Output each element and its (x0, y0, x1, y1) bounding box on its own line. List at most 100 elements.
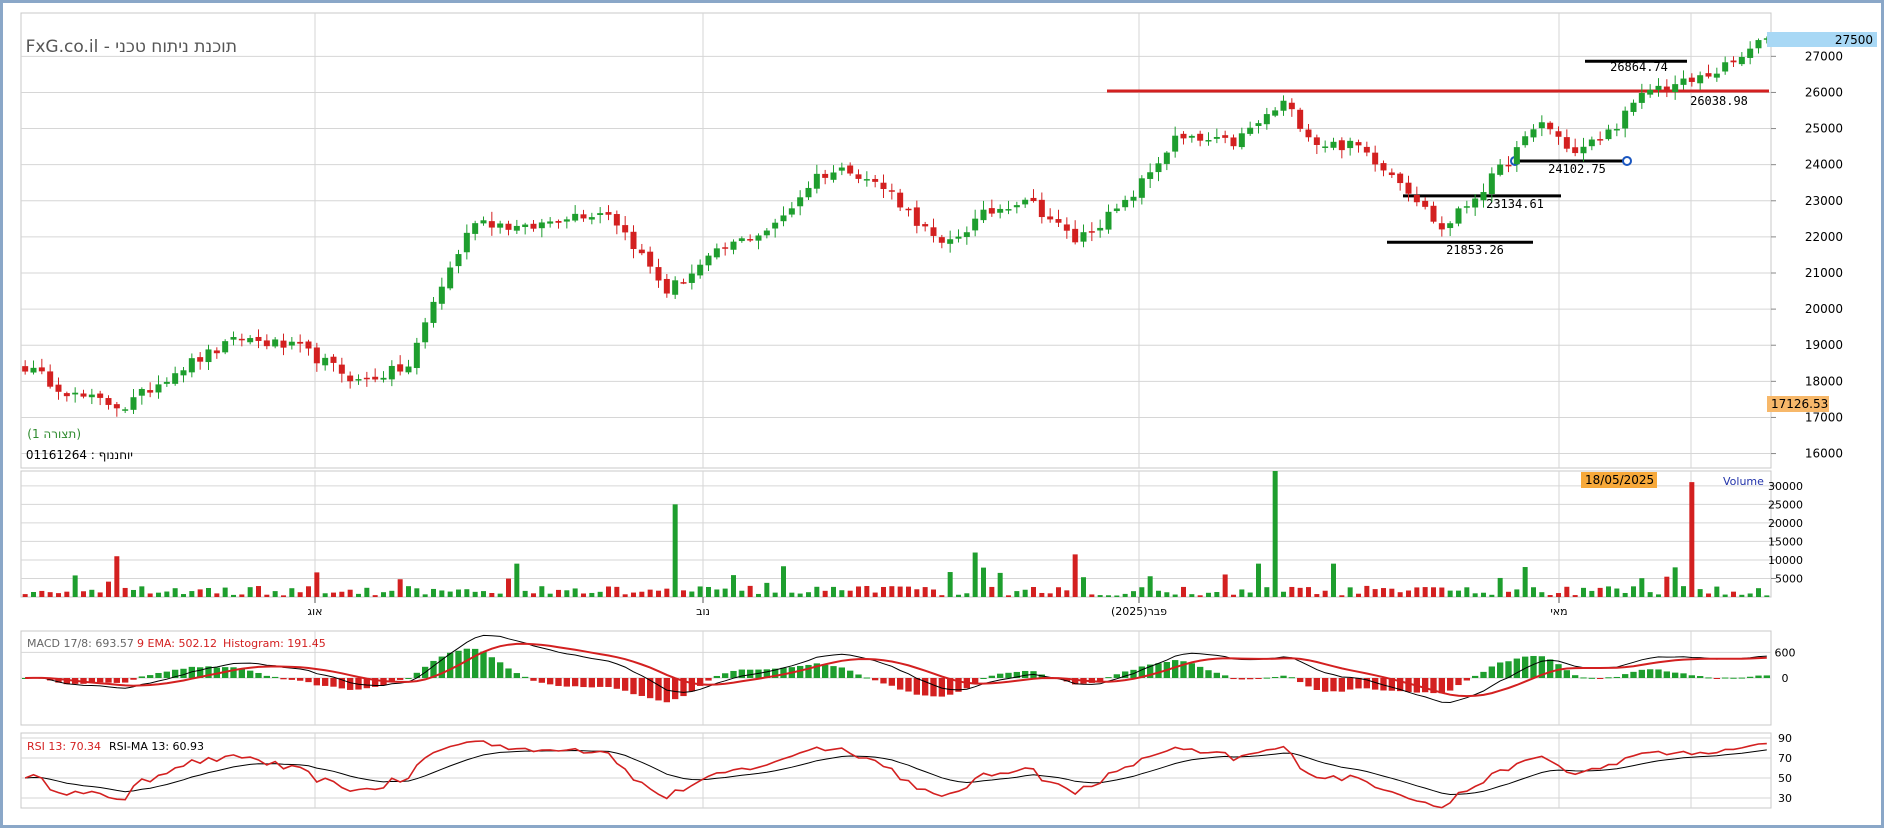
macd-histogram-bar (797, 665, 804, 678)
macd-histogram-bar (613, 678, 620, 689)
rsi-ma-line (25, 749, 1767, 796)
volume-bar (606, 586, 611, 597)
candle-body (413, 342, 420, 369)
volume-bar (81, 591, 86, 597)
candle-body (222, 341, 229, 353)
macd-histogram-bar (122, 678, 129, 683)
macd-histogram-bar (813, 663, 820, 678)
candle-body (488, 221, 495, 228)
volume-bar (447, 591, 453, 597)
candle-body (1697, 75, 1704, 84)
macd-histogram-bar (1522, 656, 1529, 678)
volume-bar (522, 590, 528, 597)
volume-bar (672, 504, 678, 597)
volume-bar (997, 572, 1003, 597)
candle-body (1430, 205, 1437, 222)
volume-bar (222, 587, 228, 597)
macd-histogram-bar (880, 678, 887, 684)
candle-body (480, 220, 487, 224)
volume-bar (364, 587, 370, 597)
macd-histogram-bar (230, 667, 237, 678)
volume-bar (1397, 592, 1403, 597)
candle-body (1713, 73, 1720, 78)
macd-histogram-label: Histogram: 191.45 (223, 637, 326, 650)
candle-body (1463, 206, 1470, 208)
candle-body (872, 178, 879, 182)
candle-body (1555, 131, 1562, 137)
volume-bar (1231, 594, 1236, 597)
price-tick-label: 17000 (1805, 410, 1843, 424)
candle-body (1072, 228, 1079, 243)
candle-body (1088, 231, 1095, 233)
macd-pane: MACD 17/8: 693.57 9 EMA: 502.12 Histogra… (22, 634, 1796, 704)
macd-histogram-bar (580, 678, 587, 688)
candle-body (188, 358, 195, 373)
candle-body (1705, 73, 1712, 77)
candle-body (113, 404, 120, 409)
volume-bar (822, 590, 828, 597)
volume-bar (1689, 482, 1695, 597)
volume-bar (1489, 594, 1495, 597)
candle-body (730, 241, 737, 250)
candle-body (388, 365, 395, 380)
macd-histogram-bar (972, 678, 979, 683)
macd-histogram-bar (1230, 678, 1237, 680)
macd-histogram-bar (338, 678, 345, 689)
macd-histogram-bar (263, 675, 270, 678)
candle-body (463, 232, 470, 253)
candle-body (1047, 216, 1054, 220)
macd-histogram-bar (630, 678, 637, 695)
macd-histogram-bar (1372, 678, 1379, 690)
macd-histogram-bar (713, 675, 720, 678)
volume-bar (1514, 589, 1520, 597)
macd-histogram-bar (163, 671, 170, 678)
candle-body (588, 217, 595, 220)
macd-histogram-bar (772, 668, 779, 678)
macd-histogram-bar (1263, 677, 1270, 679)
candle-body (1497, 164, 1504, 175)
volume-bar (422, 594, 428, 597)
date-label: 18/05/2025 (1585, 473, 1654, 487)
macd-histogram-bar (1280, 675, 1287, 678)
macd-histogram-bar (430, 660, 437, 678)
macd-histogram-bar (1688, 675, 1695, 678)
macd-histogram-bar (1672, 672, 1679, 678)
volume-bar (689, 591, 695, 597)
volume-bar (206, 587, 211, 597)
volume-bar (797, 593, 803, 597)
macd-histogram-bar (1713, 678, 1720, 679)
macd-histogram-bar (105, 678, 112, 683)
volume-bar (872, 592, 878, 597)
candle-body (647, 251, 654, 267)
candle-body (955, 236, 962, 239)
volume-bar (506, 578, 511, 597)
chart-canvas[interactable]: FxG.co.il - תוכנת ניתוח טכני (תצורה 1) 0… (3, 3, 1881, 825)
macd-histogram-bar (1438, 678, 1445, 694)
macd-histogram-bar (1705, 677, 1712, 679)
volume-pane: Volume 5000 10000 15000 20000 25000 30000 18/… (22, 471, 1803, 597)
candle-body (1380, 163, 1387, 171)
price-level-label: 26864.74 (1610, 60, 1668, 74)
macd-histogram-bar (297, 678, 304, 681)
macd-histogram-bar (1397, 678, 1404, 692)
macd-histogram-bar (1430, 678, 1437, 694)
candle-body (1238, 133, 1245, 148)
volume-bar (131, 589, 136, 597)
candle-body (1230, 137, 1237, 147)
macd-histogram-bar (688, 678, 695, 692)
volume-bar (1614, 588, 1620, 597)
macd-histogram-bar (572, 678, 579, 687)
candle-body (822, 173, 829, 178)
volume-bar (1581, 587, 1586, 597)
macd-histogram-bar (1622, 674, 1629, 678)
candle-body (1313, 137, 1320, 145)
volume-bar (289, 588, 295, 597)
volume-bar (272, 591, 278, 597)
candle-body (722, 247, 729, 249)
macd-histogram-bar (938, 678, 945, 697)
candle-body (197, 357, 204, 362)
macd-tick-label: 600 (1775, 646, 1796, 659)
volume-bar (431, 588, 436, 597)
macd-histogram-bar (1638, 669, 1645, 678)
macd-histogram-bar (913, 678, 920, 695)
